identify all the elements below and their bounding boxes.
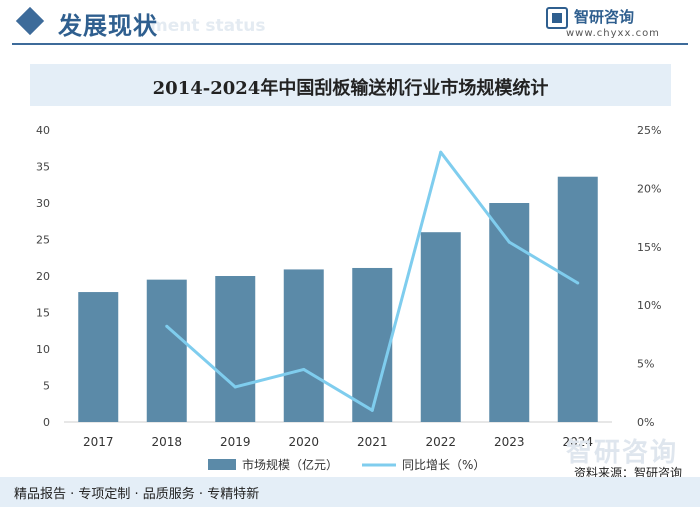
footer-bar: 精品报告 · 专项定制 · 品质服务 · 专精特新 [0,477,700,507]
chart-title-panel: 2014-2024年中国刮板输送机行业市场规模统计 [30,64,671,106]
left-axis-tick: 5 [43,380,50,393]
watermark-logo: 智研咨询 [565,438,678,468]
left-axis-tick: 0 [43,416,50,429]
section-subtitle: ment status [150,16,266,36]
data-source: 资料来源：智研咨询 [573,466,682,480]
left-axis-tick: 35 [36,161,50,174]
legend-bar-swatch [208,459,236,470]
line-point [439,150,443,154]
bar [78,292,119,422]
left-axis-tick: 30 [36,197,50,210]
bar [489,203,530,422]
bar [557,176,598,422]
x-axis-tick: 2023 [494,435,525,449]
right-axis-tick: 0% [637,416,654,429]
bar [283,269,324,422]
right-axis-tick: 5% [637,358,654,371]
legend-bar-label: 市场规模（亿元） [242,457,338,472]
brand-url: www.chyxx.com [566,28,660,39]
line-point [233,385,237,389]
x-axis-tick: 2024 [562,435,593,449]
legend-line-label: 同比增长（%） [402,458,485,472]
line-point [165,324,169,328]
brand-name: 智研咨询 [574,8,635,26]
chart-title: 2014-2024年中国刮板输送机行业市场规模统计 [152,78,549,99]
left-axis-tick: 25 [36,234,50,247]
x-axis-tick: 2020 [288,435,319,449]
left-axis-tick: 40 [36,124,50,137]
section-title: 发展现状 [58,11,158,40]
line-point [370,408,374,412]
bar [352,267,393,422]
section-header: ment status 发展现状 智研咨询 www.chyxx.com [0,0,700,46]
line-point [576,281,580,285]
x-axis-tick: 2022 [425,435,456,449]
brand-logo-icon [546,7,568,29]
x-axis-tick: 2021 [357,435,388,449]
bar [146,279,187,422]
left-axis-tick: 10 [36,343,50,356]
line-point [302,367,306,371]
header-divider [12,43,688,45]
chart: 0 5 10 15 20 25 30 35 40 0% 5% 10% 15% 20% 25% 2017 2018… [36,124,661,472]
right-axis-tick: 15% [637,241,661,254]
left-axis-tick: 20 [36,270,50,283]
x-axis-tick: 2019 [220,435,251,449]
bar [215,276,256,422]
left-axis-tick: 15 [36,307,50,320]
footer-tags: 精品报告 · 专项定制 · 品质服务 · 专精特新 [14,487,260,502]
bar [420,232,461,422]
right-axis-tick: 20% [637,182,661,195]
x-axis-tick: 2018 [151,435,182,449]
diamond-icon [15,6,45,36]
brand: 智研咨询 www.chyxx.com [546,6,686,42]
right-axis-tick: 25% [637,124,661,137]
right-axis-tick: 10% [637,299,661,312]
x-axis-tick: 2017 [83,435,114,449]
line-point [507,240,511,244]
